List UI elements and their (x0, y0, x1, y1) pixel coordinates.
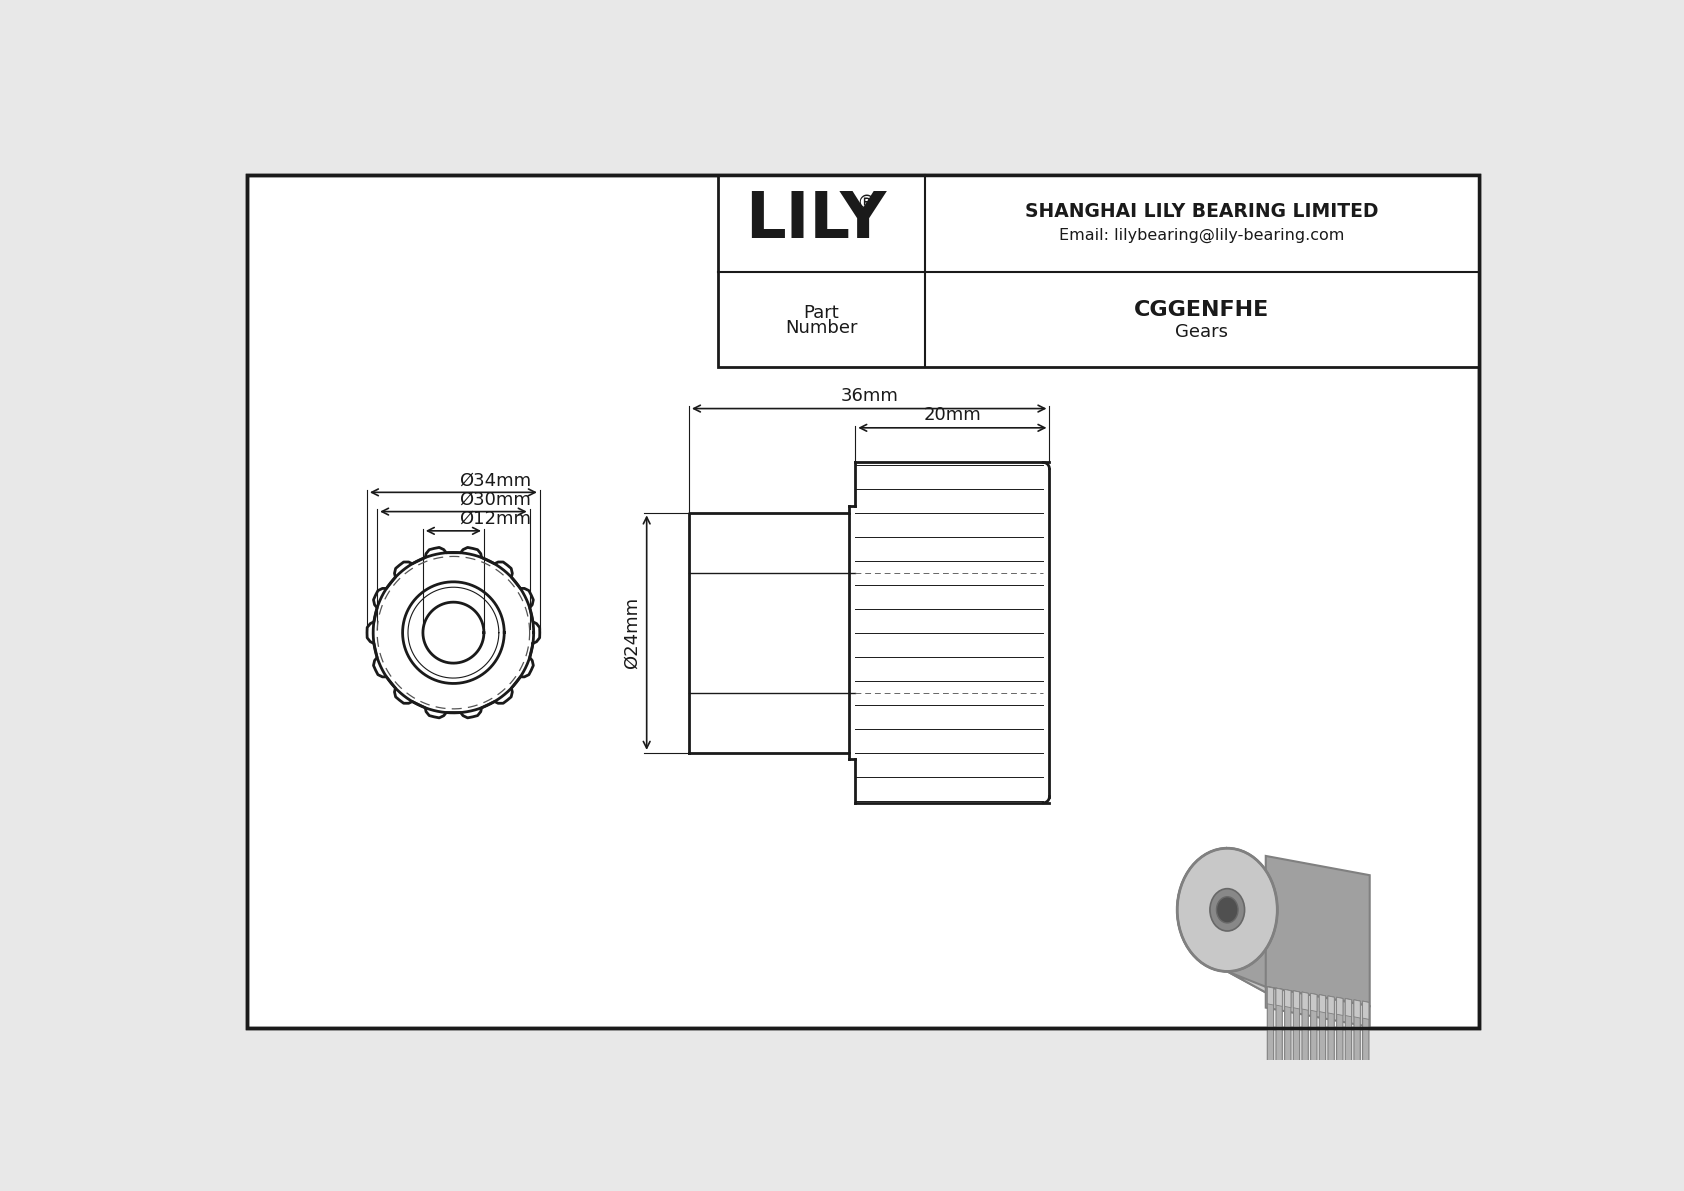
Text: Ø30mm: Ø30mm (460, 491, 532, 509)
Text: Ø12mm: Ø12mm (460, 510, 532, 528)
Ellipse shape (1216, 897, 1238, 923)
Polygon shape (1354, 999, 1361, 1018)
Ellipse shape (1209, 888, 1244, 931)
Polygon shape (1293, 991, 1300, 1009)
Polygon shape (1329, 996, 1334, 1117)
Text: SHANGHAI LILY BEARING LIMITED: SHANGHAI LILY BEARING LIMITED (1026, 201, 1379, 220)
Polygon shape (1276, 989, 1282, 1006)
Text: 20mm: 20mm (923, 406, 982, 424)
Bar (719, 175, 1479, 367)
Polygon shape (1285, 990, 1292, 1110)
Polygon shape (1354, 999, 1361, 1121)
Text: Email: lilybearing@lily-bearing.com: Email: lilybearing@lily-bearing.com (1059, 229, 1344, 243)
Text: Ø24mm: Ø24mm (623, 597, 640, 668)
Polygon shape (1337, 997, 1342, 1118)
Polygon shape (1346, 998, 1352, 1120)
Polygon shape (1228, 848, 1270, 994)
Ellipse shape (1209, 888, 1244, 931)
Ellipse shape (1177, 848, 1276, 972)
Polygon shape (1276, 989, 1282, 1109)
Polygon shape (1337, 997, 1342, 1016)
Text: Gears: Gears (1175, 323, 1228, 341)
Text: 36mm: 36mm (840, 387, 898, 405)
Text: CGGENFHE: CGGENFHE (1135, 300, 1270, 320)
Polygon shape (1362, 1002, 1369, 1122)
Polygon shape (1362, 1002, 1369, 1019)
Text: Ø34mm: Ø34mm (460, 472, 532, 490)
Text: LILY: LILY (744, 188, 886, 250)
Polygon shape (1293, 991, 1300, 1111)
Text: Part: Part (803, 304, 839, 322)
Polygon shape (1266, 856, 1369, 1006)
Polygon shape (1268, 987, 1273, 1005)
Polygon shape (1302, 992, 1308, 1010)
Polygon shape (1268, 987, 1273, 1108)
Polygon shape (1319, 994, 1325, 1115)
Polygon shape (1266, 987, 1369, 1027)
Ellipse shape (1216, 897, 1238, 923)
Polygon shape (1228, 972, 1308, 1010)
Polygon shape (1319, 994, 1325, 1012)
Text: ®: ® (857, 194, 876, 213)
Ellipse shape (1177, 848, 1276, 972)
Polygon shape (1302, 992, 1308, 1112)
Polygon shape (1329, 996, 1334, 1015)
Polygon shape (1285, 990, 1292, 1008)
Polygon shape (1310, 993, 1317, 1011)
Polygon shape (1346, 998, 1352, 1017)
Text: Number: Number (785, 319, 857, 337)
Polygon shape (1310, 993, 1317, 1114)
